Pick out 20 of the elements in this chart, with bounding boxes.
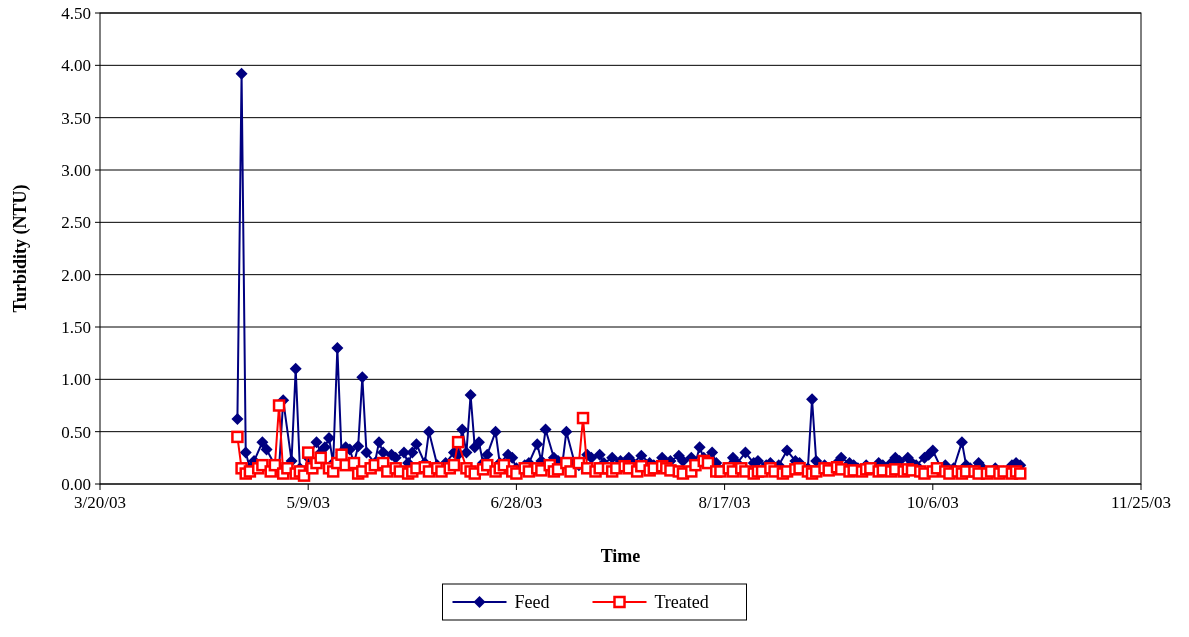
legend-label: Feed	[514, 592, 550, 613]
x-tick-label: 10/6/03	[906, 493, 959, 512]
x-tick-label: 3/20/03	[74, 493, 126, 512]
y-tick-label: 1.50	[61, 317, 91, 337]
y-tick-label: 3.00	[61, 160, 91, 180]
y-tick-label: 0.50	[61, 422, 91, 442]
y-tick-label: 4.00	[61, 56, 91, 76]
y-tick-label: 1.00	[61, 370, 91, 390]
x-tick-label: 6/28/03	[490, 493, 543, 512]
x-tick-label: 8/17/03	[698, 493, 751, 512]
y-tick-label: 0.00	[61, 474, 91, 494]
y-axis-title: Turbidity (NTU)	[10, 184, 31, 313]
y-tick-label: 2.50	[61, 213, 91, 233]
x-tick-label: 11/25/03	[1111, 493, 1171, 512]
x-axis-title: Time	[600, 546, 641, 566]
y-tick-label: 4.50	[61, 3, 91, 23]
x-tick-label: 5/9/03	[286, 493, 330, 512]
legend-label: Treated	[654, 592, 709, 613]
y-tick-label: 3.50	[61, 108, 91, 128]
y-tick-label: 2.00	[61, 265, 91, 285]
